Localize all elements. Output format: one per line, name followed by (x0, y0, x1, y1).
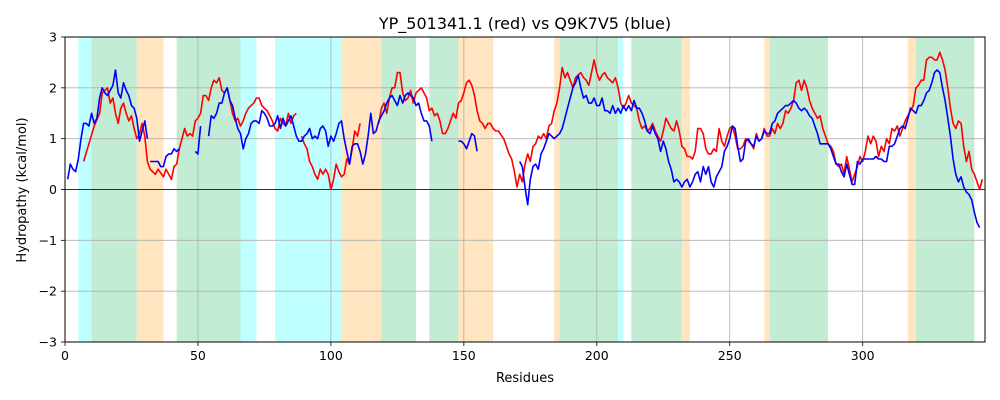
x-axis-ticks: 0 50 100 150 200 250 300 (61, 342, 875, 363)
series-blue-segment-1 (150, 148, 180, 168)
plot-area (64, 36, 986, 343)
x-tick-label-150: 150 (452, 348, 476, 363)
x-axis-label: Residues (496, 371, 554, 386)
y-tick-label--3: −3 (39, 335, 57, 350)
x-tick-label-0: 0 (61, 348, 69, 363)
series-blue-segment-0 (66, 69, 149, 180)
x-tick-label-300: 300 (851, 348, 875, 363)
series-red-segment-2 (378, 51, 984, 191)
series-blue-segment-5 (518, 69, 981, 228)
x-tick-label-200: 200 (585, 348, 609, 363)
y-tick-label--1: −1 (39, 233, 57, 248)
series-blue-segment-3 (207, 87, 433, 165)
x-tick-label-100: 100 (319, 348, 343, 363)
y-tick-label-1: 1 (49, 131, 57, 146)
series-blue-segment-4 (458, 132, 478, 152)
chart-title: YP_501341.1 (red) vs Q9K7V5 (blue) (378, 14, 671, 34)
x-tick-label-250: 250 (718, 348, 742, 363)
series-lines (66, 51, 984, 228)
series-blue-segment-2 (194, 125, 202, 155)
y-tick-label-2: 2 (49, 80, 57, 95)
y-axis-label: Hydropathy (kcal/mol) (15, 117, 30, 262)
series-red-segment-0 (82, 76, 297, 181)
y-tick-label-0: 0 (49, 182, 57, 197)
y-tick-label--2: −2 (39, 284, 57, 299)
y-tick-label-3: 3 (49, 30, 57, 45)
y-axis-ticks: −3 −2 −1 0 1 2 3 (39, 30, 65, 350)
x-tick-label-50: 50 (190, 348, 206, 363)
